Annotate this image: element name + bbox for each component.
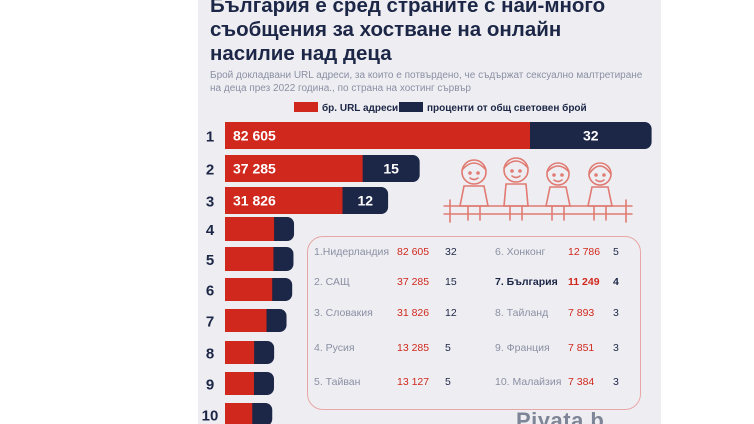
ranking-value: 7 851 <box>568 342 595 354</box>
children-illustration-icon <box>443 157 633 223</box>
rank-label: 9 <box>206 377 214 394</box>
ranking-value: 13 285 <box>397 342 430 354</box>
ranking-country: 4. Русия <box>314 342 355 354</box>
bar-percent <box>330 187 389 214</box>
rank-label: 5 <box>206 252 214 269</box>
subtitle-line-1: Брой докладвани URL адреси, за които е п… <box>210 70 643 81</box>
ranking-country: 2. САЩ <box>314 276 350 288</box>
ranking-value: 13 127 <box>397 376 430 388</box>
ranking-value: 11 249 <box>568 276 600 288</box>
ranking-percent: 12 <box>445 307 457 319</box>
bar-value-label: 37 285 <box>233 161 276 177</box>
chart-subtitle: Брой докладвани URL адреси, за които е п… <box>210 70 658 95</box>
legend-swatch-red <box>294 102 318 112</box>
ranking-country: 7. България <box>495 276 558 288</box>
bar-url-count <box>225 122 530 149</box>
bar-url-count <box>225 403 253 424</box>
bar-value-label: 82 605 <box>233 128 276 144</box>
rank-label: 10 <box>202 408 219 424</box>
ranking-percent: 5 <box>445 376 451 388</box>
bar-url-count <box>225 372 254 395</box>
ranking-country: 9. Франция <box>495 342 550 354</box>
title-line-3: насилие над деца <box>210 42 392 65</box>
bar-url-count <box>225 309 267 332</box>
rank-label: 7 <box>206 314 214 331</box>
ranking-percent: 5 <box>613 246 619 258</box>
bar-percent-label: 32 <box>583 128 599 144</box>
title-line-2: съобщения за хостване на онлайн <box>210 18 562 41</box>
ranking-value: 12 786 <box>568 246 601 258</box>
ranking-table <box>307 236 641 410</box>
ranking-country: 3. Словакия <box>314 307 373 319</box>
rank-label: 3 <box>206 194 214 211</box>
bar-percent-label: 12 <box>358 193 374 209</box>
bar-percent-label: 15 <box>383 161 399 177</box>
ranking-percent: 4 <box>613 276 619 288</box>
ranking-value: 82 605 <box>397 246 430 258</box>
title-line-1: България е сред страните с най-много <box>210 0 606 17</box>
rank-label: 1 <box>206 129 214 146</box>
ranking-percent: 5 <box>445 342 451 354</box>
infographic-card: България е сред страните с най-много съо… <box>198 0 661 424</box>
ranking-percent: 32 <box>445 246 457 258</box>
ranking-percent: 15 <box>445 276 457 288</box>
bar-url-count <box>225 187 343 214</box>
bar-url-count <box>225 278 273 301</box>
bar-url-count <box>225 247 274 271</box>
ranking-country: 5. Тайван <box>314 376 361 388</box>
ranking-country: 1.Нидерландия <box>314 246 390 258</box>
ranking-percent: 3 <box>613 342 619 354</box>
rank-label: 6 <box>206 283 214 300</box>
rank-label: 8 <box>206 346 214 363</box>
bar-value-label: 31 826 <box>233 193 276 209</box>
ranking-value: 7 384 <box>568 376 595 388</box>
bar-percent <box>350 155 420 182</box>
legend-swatch-navy <box>399 102 423 112</box>
ranking-percent: 3 <box>613 307 619 319</box>
legend-item-urls: бр. URL адреси <box>294 102 398 114</box>
ranking-value: 7 893 <box>568 307 595 319</box>
rank-label: 2 <box>206 162 214 179</box>
subtitle-line-2: на деца през 2022 година., по страна на … <box>210 82 471 94</box>
legend-label-urls: бр. URL адреси <box>322 103 399 114</box>
ranking-country: 8. Тайланд <box>495 307 549 319</box>
ranking-country: 6. Хонконг <box>495 246 546 258</box>
chart-title: България е сред страните с най-много съо… <box>210 0 660 66</box>
rank-label: 4 <box>206 222 215 239</box>
legend-label-percent: проценти от общ световен брой <box>427 103 587 114</box>
legend-item-percent: проценти от общ световен брой <box>399 102 587 114</box>
bar-url-count <box>225 155 363 182</box>
bar-chart: 1 82 605 32 2 37 285 15 3 31 826 12 4 5 6 7 8 9 10 <box>202 122 652 424</box>
watermark-logo: Piyata.b <box>516 408 605 424</box>
ranking-value: 37 285 <box>397 276 430 288</box>
ranking-value: 31 826 <box>397 307 430 319</box>
bar-percent <box>518 122 652 149</box>
bar-url-count <box>225 341 255 364</box>
ranking-country: 10. Малайзия <box>495 376 562 388</box>
ranking-percent: 3 <box>613 376 619 388</box>
bar-url-count <box>225 217 275 241</box>
